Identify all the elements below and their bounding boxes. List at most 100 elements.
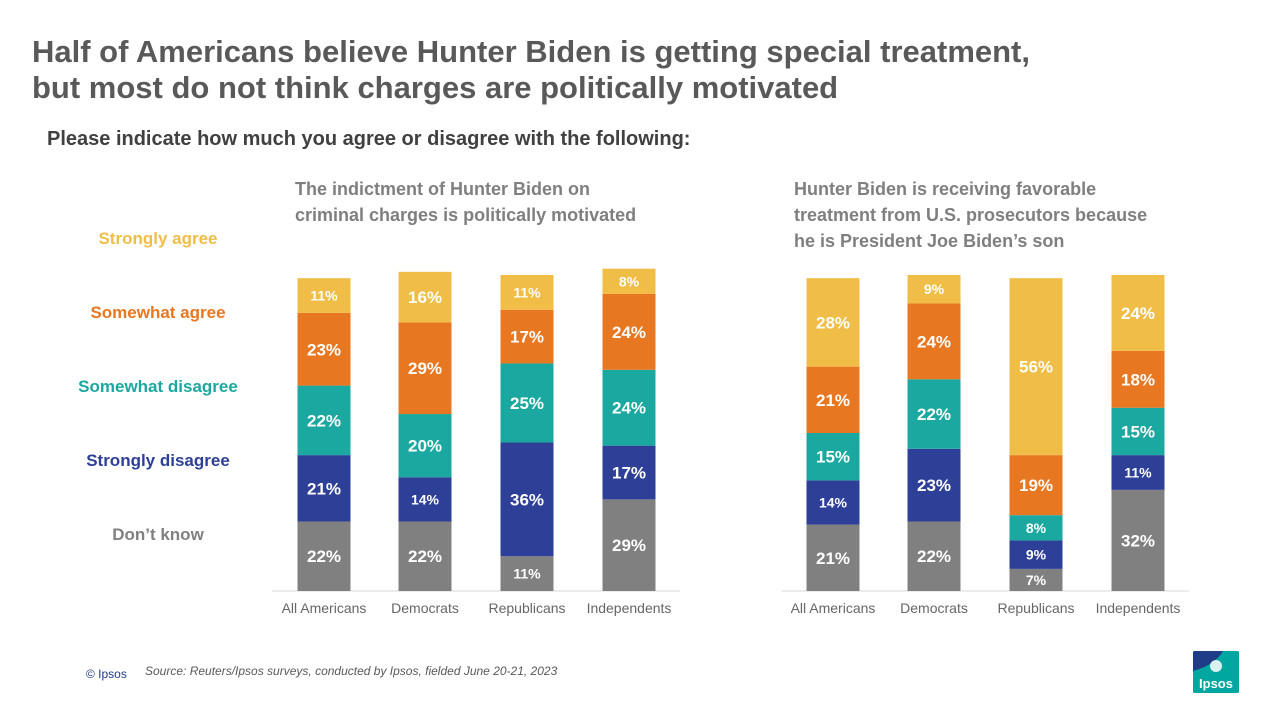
data-label-somewhat-disagree-independents: 15%: [1121, 422, 1155, 441]
copyright-text: © Ipsos: [86, 667, 127, 681]
data-label-somewhat-agree-all-americans: 23%: [307, 340, 341, 359]
data-label-somewhat-agree-independents: 18%: [1121, 370, 1155, 389]
legend-somewhat-agree: Somewhat agree: [90, 303, 226, 322]
bar-segment-strongly-disagree-democrats: [398, 477, 452, 522]
bar-segment-don-t-know-independents: [1111, 489, 1165, 591]
data-label-strongly-agree-democrats: 16%: [408, 288, 442, 307]
bar-segment-somewhat-disagree-republicans: [1009, 515, 1063, 541]
bar-segment-strongly-agree-all-americans: [297, 278, 351, 313]
data-label-strongly-agree-republicans: 11%: [513, 284, 541, 300]
bar-segment-strongly-disagree-all-americans: [297, 455, 351, 522]
bar-segment-strongly-agree-independents: [602, 268, 656, 294]
chart-2-title-line-1: Hunter Biden is receiving favorable: [794, 179, 1097, 199]
category-label-republicans: Republicans: [997, 600, 1074, 616]
data-label-strongly-disagree-all-americans: 21%: [307, 479, 341, 498]
category-label-all-americans: All Americans: [282, 600, 367, 616]
legend-strongly-disagree: Strongly disagree: [86, 451, 230, 470]
data-label-strongly-agree-independents: 24%: [1121, 304, 1155, 323]
category-label-independents: Independents: [587, 600, 672, 616]
data-label-somewhat-disagree-democrats: 20%: [408, 437, 442, 456]
data-label-don-t-know-republicans: 11%: [513, 566, 541, 582]
data-label-somewhat-agree-republicans: 17%: [510, 328, 544, 347]
data-label-don-t-know-democrats: 22%: [917, 547, 951, 566]
slide-title: Half of Americans believe Hunter Biden i…: [32, 34, 1262, 106]
bar-segment-somewhat-disagree-all-americans: [806, 433, 860, 481]
bar-segment-somewhat-disagree-independents: [1111, 407, 1165, 456]
chart-1-title-line-1: The indictment of Hunter Biden on: [295, 179, 590, 199]
bar-segment-strongly-disagree-republicans: [500, 442, 554, 557]
bar-segment-somewhat-agree-all-americans: [297, 312, 351, 386]
bar-segment-don-t-know-republicans: [500, 556, 554, 591]
chart-2-title: Hunter Biden is receiving favorable trea…: [794, 176, 1147, 254]
data-label-strongly-disagree-republicans: 36%: [510, 490, 544, 509]
data-label-strongly-disagree-democrats: 23%: [917, 476, 951, 495]
bar-segment-strongly-agree-democrats: [398, 271, 452, 323]
data-label-somewhat-disagree-republicans: 25%: [510, 394, 544, 413]
bar-segment-strongly-disagree-independents: [602, 445, 656, 500]
data-label-don-t-know-independents: 32%: [1121, 531, 1155, 550]
bar-segment-somewhat-disagree-republicans: [500, 363, 554, 443]
bar-segment-don-t-know-all-americans: [806, 524, 860, 591]
logo-text: Ipsos: [1199, 676, 1233, 691]
bar-segment-somewhat-agree-democrats: [907, 303, 961, 380]
data-label-strongly-disagree-republicans: 9%: [1026, 547, 1047, 563]
bar-segment-strongly-agree-republicans: [500, 275, 554, 310]
bar-segment-strongly-agree-democrats: [907, 275, 961, 304]
source-note: Source: Reuters/Ipsos surveys, conducted…: [145, 664, 558, 678]
category-label-independents: Independents: [1096, 600, 1181, 616]
title-line-2: but most do not think charges are politi…: [32, 70, 839, 105]
data-label-strongly-disagree-independents: 17%: [612, 464, 646, 483]
question-subtitle: Please indicate how much you agree or di…: [47, 128, 691, 150]
bar-segment-don-t-know-republicans: [1009, 568, 1063, 591]
data-label-somewhat-disagree-democrats: 22%: [917, 405, 951, 424]
category-label-democrats: Democrats: [391, 600, 459, 616]
data-label-don-t-know-independents: 29%: [612, 536, 646, 555]
bar-segment-don-t-know-democrats: [907, 521, 961, 591]
data-label-somewhat-disagree-republicans: 8%: [1026, 520, 1047, 536]
data-label-somewhat-agree-republicans: 19%: [1019, 476, 1053, 495]
bar-segment-strongly-agree-all-americans: [806, 278, 860, 367]
bar-segment-somewhat-disagree-all-americans: [297, 385, 351, 456]
bar-segment-somewhat-disagree-independents: [602, 369, 656, 446]
data-label-somewhat-disagree-all-americans: 15%: [816, 448, 850, 467]
bar-segment-somewhat-agree-republicans: [1009, 455, 1063, 516]
bar-segment-somewhat-disagree-democrats: [907, 379, 961, 449]
chart-1-title-line-2: criminal charges is politically motivate…: [295, 205, 637, 225]
bar-segment-somewhat-agree-all-americans: [806, 366, 860, 433]
title-line-1: Half of Americans believe Hunter Biden i…: [32, 34, 1030, 69]
bar-segment-strongly-disagree-democrats: [907, 448, 961, 522]
data-label-strongly-agree-republicans: 56%: [1019, 358, 1053, 377]
bar-segment-somewhat-agree-democrats: [398, 322, 452, 415]
data-label-don-t-know-republicans: 7%: [1026, 572, 1047, 588]
bar-segment-don-t-know-all-americans: [297, 521, 351, 591]
data-label-don-t-know-democrats: 22%: [408, 547, 442, 566]
bar-segment-don-t-know-independents: [602, 499, 656, 591]
bar-segment-somewhat-agree-republicans: [500, 309, 554, 364]
legend-strongly-agree: Strongly agree: [98, 229, 218, 248]
bar-segment-strongly-agree-republicans: [1009, 278, 1063, 456]
bar-segment-somewhat-agree-independents: [602, 293, 656, 370]
bar-segment-strongly-agree-independents: [1111, 275, 1165, 351]
ipsos-logo: Ipsos: [1193, 651, 1239, 693]
bar-segment-somewhat-disagree-democrats: [398, 414, 452, 478]
data-label-strongly-agree-independents: 8%: [619, 273, 640, 289]
bar-segment-don-t-know-democrats: [398, 521, 452, 591]
data-label-somewhat-agree-independents: 24%: [612, 323, 646, 342]
bar-segment-somewhat-agree-independents: [1111, 350, 1165, 408]
legend-dont-know: Don’t know: [112, 525, 204, 544]
data-label-somewhat-agree-all-americans: 21%: [816, 391, 850, 410]
chart-2-title-line-3: he is President Joe Biden’s son: [794, 231, 1065, 251]
bar-segment-strongly-disagree-republicans: [1009, 540, 1063, 569]
logo-mark-icon: [1193, 651, 1239, 693]
data-label-somewhat-disagree-all-americans: 22%: [307, 411, 341, 430]
bar-segment-strongly-disagree-all-americans: [806, 480, 860, 525]
legend-somewhat-disagree: Somewhat disagree: [78, 377, 238, 396]
bar-segment-strongly-disagree-independents: [1111, 455, 1165, 490]
data-label-somewhat-agree-democrats: 29%: [408, 359, 442, 378]
chart-2-title-line-2: treatment from U.S. prosecutors because: [794, 205, 1148, 225]
data-label-somewhat-disagree-independents: 24%: [612, 399, 646, 418]
category-label-republicans: Republicans: [488, 600, 565, 616]
data-label-don-t-know-all-americans: 21%: [816, 549, 850, 568]
data-label-strongly-disagree-democrats: 14%: [411, 491, 440, 507]
